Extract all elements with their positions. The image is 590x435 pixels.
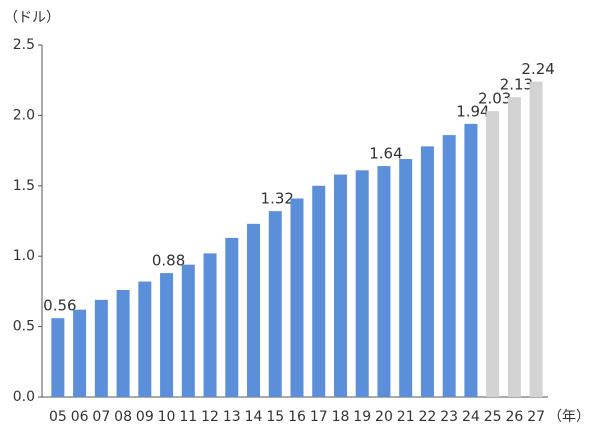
- data-label: 0.88: [152, 252, 185, 270]
- y-tick-label: 2.0: [13, 107, 35, 123]
- bar: [73, 309, 87, 397]
- data-label: 0.56: [43, 297, 76, 315]
- x-unit: （年）: [548, 409, 590, 425]
- bar: [290, 198, 304, 397]
- data-label: 2.13: [500, 76, 533, 94]
- x-tick-label: 13: [223, 409, 241, 425]
- x-tick-label: 18: [332, 409, 350, 425]
- x-tick-label: 07: [92, 409, 110, 425]
- x-tick-label: 05: [49, 409, 67, 425]
- bar: [507, 97, 521, 397]
- data-label: 2.03: [478, 90, 511, 108]
- bar: [333, 174, 347, 397]
- data-label: 1.94: [456, 102, 489, 120]
- x-tick-label: 14: [245, 409, 263, 425]
- bar: [486, 111, 500, 398]
- x-tick-label: 15: [266, 409, 284, 425]
- bar: [116, 289, 130, 397]
- x-tick-label: 21: [397, 409, 415, 425]
- x-tick-label: 17: [310, 409, 328, 425]
- y-tick-label: 0.0: [13, 389, 35, 405]
- x-tick-label: 27: [527, 409, 545, 425]
- bar: [160, 273, 174, 397]
- bar: [355, 170, 369, 397]
- x-tick-label: 23: [440, 409, 458, 425]
- bar: [399, 159, 413, 397]
- data-label: 2.24: [521, 60, 554, 78]
- x-tick-label: 25: [484, 409, 502, 425]
- x-tick-label: 09: [136, 409, 154, 425]
- bar: [247, 223, 261, 397]
- y-tick-label: 2.5: [13, 37, 35, 53]
- bar: [442, 135, 456, 397]
- bar: [51, 318, 65, 397]
- bar: [225, 237, 239, 397]
- bar: [268, 211, 282, 397]
- x-tick-label: 12: [201, 409, 219, 425]
- bar: [138, 281, 152, 397]
- x-tick-label: 06: [71, 409, 89, 425]
- bar: [529, 81, 543, 397]
- bar: [94, 299, 108, 397]
- x-tick-label: 08: [114, 409, 132, 425]
- data-label: 1.64: [369, 145, 402, 163]
- x-tick-label: 22: [419, 409, 437, 425]
- x-tick-label: 10: [158, 409, 176, 425]
- y-unit: （ドル）: [4, 10, 60, 26]
- y-tick-label: 1.0: [13, 248, 35, 264]
- bar: [181, 264, 195, 397]
- bar: [420, 146, 434, 397]
- bar: [377, 166, 391, 397]
- y-tick-label: 0.5: [13, 319, 35, 335]
- bar: [203, 253, 217, 397]
- y-tick-label: 1.5: [13, 178, 35, 194]
- bar: [312, 185, 326, 397]
- x-tick-label: 26: [505, 409, 523, 425]
- x-tick-label: 24: [462, 409, 480, 425]
- bar: [464, 123, 478, 398]
- x-tick-label: 19: [353, 409, 371, 425]
- x-tick-label: 20: [375, 409, 393, 425]
- x-tick-label: 11: [179, 409, 197, 425]
- x-tick-label: 16: [288, 409, 306, 425]
- data-label: 1.32: [261, 190, 294, 208]
